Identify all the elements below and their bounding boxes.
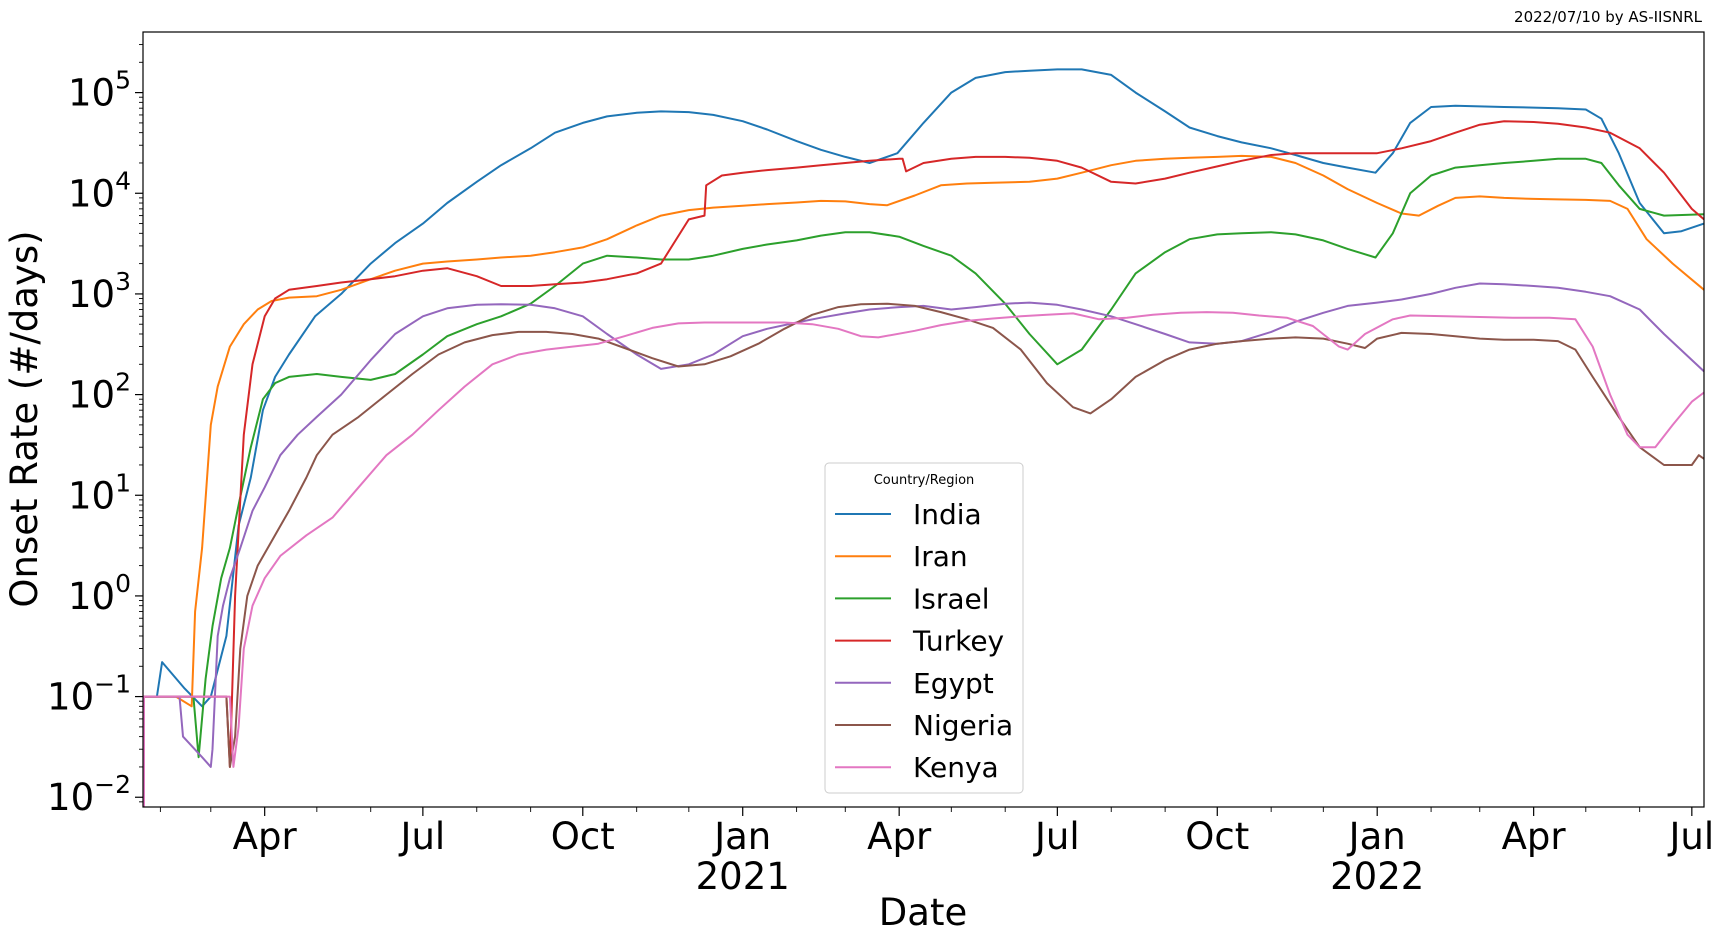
y-tick-exponent: 5 [115,66,131,95]
series-line-india [143,68,1705,708]
legend-entry: India [913,498,982,531]
x-tick-label: Jan [1347,815,1406,858]
y-tick-label: 10−2 [47,770,131,819]
y-tick-exponent: −1 [94,670,131,699]
y-tick-label: 101 [68,468,131,517]
legend-entry: Egypt [913,667,994,700]
x-axis-label: Date [879,891,967,934]
y-tick-label: 10−1 [47,670,131,719]
x-tick-label: Oct [551,815,615,858]
x-tick-label: Oct [1185,815,1249,858]
plot-lines [143,68,1705,807]
y-tick-base: 10 [68,575,115,618]
series-line-iran [143,154,1705,708]
y-tick-base: 10 [68,72,115,115]
x-tick-label: Jan [712,815,771,858]
series-line-nigeria [143,302,1705,768]
y-tick-label: 104 [68,166,131,215]
legend-entry: Turkey [912,625,1004,658]
y-tick-exponent: −2 [94,770,131,799]
legend-entry: Israel [913,582,990,615]
legend: Country/Region India Iran Israel Turkey Egypt… [824,462,1024,794]
y-tick-exponent: 1 [115,468,131,497]
y-tick-label: 102 [68,368,131,417]
y-tick-base: 10 [68,273,115,316]
x-tick-label: Jul [399,815,446,858]
y-tick-base: 10 [68,474,115,517]
y-tick-label: 100 [68,569,131,618]
y-tick-label: 103 [68,267,131,316]
x-tick-label: Jul [1033,815,1080,858]
y-tick-exponent: 2 [115,368,131,397]
legend-title: Country/Region [874,473,975,488]
x-tick-label: Apr [1502,815,1567,858]
y-tick-exponent: 0 [115,569,131,598]
x-tick-label: Apr [233,815,298,858]
x-tick-label: Apr [867,815,932,858]
y-tick-base: 10 [68,172,115,215]
plot-frame [142,31,1705,808]
x-tick-year: 2022 [1330,855,1424,898]
x-tick-year: 2021 [696,855,790,898]
credit-label: 2022/07/10 by AS-IISNRL [1514,8,1702,26]
y-tick-exponent: 3 [115,267,131,296]
legend-box [824,462,1024,794]
y-tick-exponent: 4 [115,166,131,195]
legend-entry: Nigeria [913,709,1013,742]
legend-entry: Iran [913,540,968,573]
x-tick-label: Jul [1668,815,1712,858]
series-line-turkey [143,120,1705,768]
y-tick-base: 10 [47,776,94,819]
legend-entry: Kenya [913,751,999,784]
y-tick-label: 105 [68,66,131,115]
series-line-kenya [143,311,1705,768]
y-axis-label: Onset Rate (#/days) [3,230,46,607]
y-tick-base: 10 [68,374,115,417]
series-line-egypt [143,282,1705,768]
y-tick-base: 10 [47,676,94,719]
series-line-israel [143,157,1705,759]
